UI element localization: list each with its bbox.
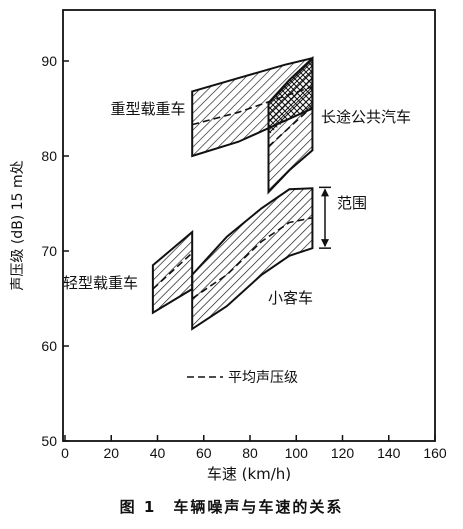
mean-line-3 xyxy=(191,216,313,300)
figure-caption: 图 1 车辆噪声与车速的关系 xyxy=(119,498,344,516)
mean-line-1 xyxy=(267,106,313,148)
series-label-1: 长途公共汽车 xyxy=(321,108,411,126)
y-axis-label: 声压级 (dB) 15 m处 xyxy=(10,160,26,290)
y-tick-label-3: 80 xyxy=(41,148,57,164)
y-tick-label-4: 90 xyxy=(41,53,57,69)
x-tick-label-4: 80 xyxy=(242,445,258,461)
series-label-0: 重型载重车 xyxy=(110,100,185,118)
x-tick-label-5: 100 xyxy=(285,445,309,461)
legend-label: 平均声压级 xyxy=(228,370,298,386)
x-axis-label: 车速 (km/h) xyxy=(207,465,291,483)
range-arrow-down xyxy=(321,239,329,248)
mean-line-2 xyxy=(152,252,193,290)
x-tick-label-3: 60 xyxy=(196,445,212,461)
label-layer: 车速 (km/h) 声压级 (dB) 15 m处 重型载重车 长途公共汽车轻型载重车小… xyxy=(10,100,411,483)
y-tick-label-0: 50 xyxy=(41,433,57,449)
x-tick-label-1: 20 xyxy=(103,445,119,461)
series-label-3: 小客车 xyxy=(268,289,313,307)
x-tick-label-8: 160 xyxy=(423,445,447,461)
y-tick-label-1: 60 xyxy=(41,338,57,354)
x-tick-label-0: 0 xyxy=(61,445,69,461)
overlap-crosshatch xyxy=(268,58,313,136)
band-3 xyxy=(191,187,314,331)
band-2 xyxy=(151,229,194,315)
series-label-2: 轻型载重车 xyxy=(63,274,138,292)
band-layer xyxy=(151,55,314,331)
plot-frame xyxy=(62,9,436,442)
range-label: 范围 xyxy=(337,194,367,212)
axis-layer: 0 20 40 60 80 100 120 140 160 50 60 70 80 90 xyxy=(41,53,446,461)
x-tick-label-6: 120 xyxy=(331,445,355,461)
x-tick-label-7: 140 xyxy=(377,445,401,461)
y-tick-label-2: 70 xyxy=(41,243,57,259)
x-tick-label-2: 40 xyxy=(150,445,166,461)
range-arrow-up xyxy=(321,188,329,197)
